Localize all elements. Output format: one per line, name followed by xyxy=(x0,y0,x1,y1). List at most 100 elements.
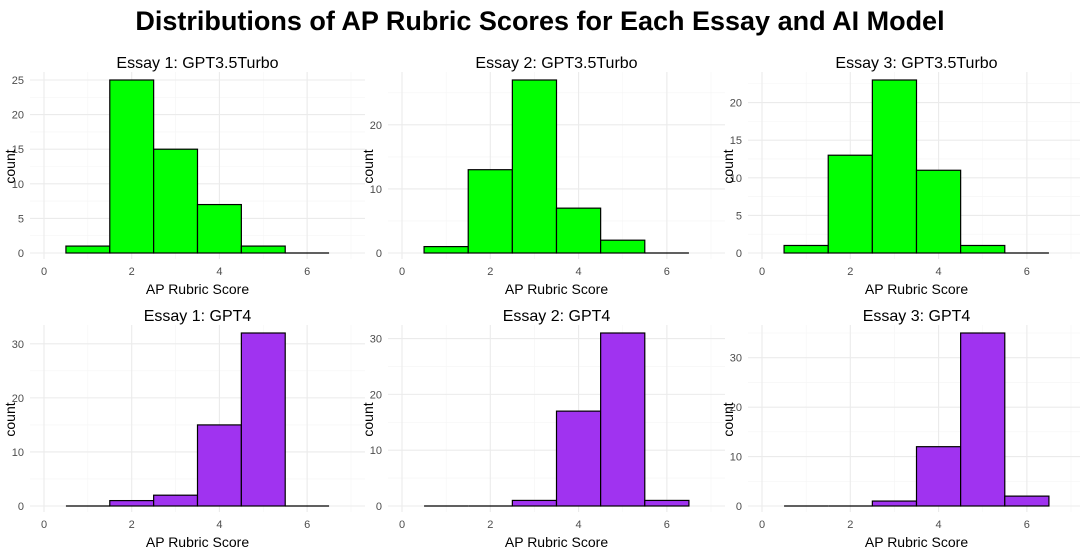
x-tick-label: 2 xyxy=(487,266,493,278)
y-tick-label: 0 xyxy=(18,501,24,513)
x-axis-title: AP Rubric Score xyxy=(146,534,249,550)
x-tick-label: 2 xyxy=(129,266,135,278)
histogram-bar xyxy=(153,148,199,254)
y-tick-label: 5 xyxy=(736,210,742,222)
histogram-bar xyxy=(511,79,558,254)
y-tick-label: 0 xyxy=(376,501,382,513)
histogram-bar xyxy=(827,154,873,254)
y-tick-label: 5 xyxy=(18,213,24,225)
x-axis-title: AP Rubric Score xyxy=(505,534,608,550)
y-tick-label: 10 xyxy=(12,179,24,191)
x-tick-label: 6 xyxy=(304,266,310,278)
y-tick-label: 30 xyxy=(12,339,24,351)
histogram-bar xyxy=(196,424,242,507)
panel-title: Essay 3: GPT3.5Turbo xyxy=(835,55,997,72)
panel: 0 2 4 6 0 10 20 30 Essay 3: GPT4 AP Rubric Score c… xyxy=(720,308,1080,550)
y-tick-label: 30 xyxy=(730,353,742,365)
histogram-bar xyxy=(871,500,918,507)
histogram-bar xyxy=(153,494,199,507)
x-tick-label: 0 xyxy=(41,266,47,278)
y-tick-label: 20 xyxy=(370,120,382,132)
x-tick-label: 6 xyxy=(664,266,670,278)
panel: 0 2 4 6 0 10 20 Essay 2: GPT3.5Turbo AP Rubric S… xyxy=(360,55,725,297)
histogram-bar xyxy=(644,499,690,507)
x-axis-title: AP Rubric Score xyxy=(146,281,249,297)
histogram-bar xyxy=(196,203,242,254)
x-tick-label: 4 xyxy=(216,266,222,278)
y-tick-label: 10 xyxy=(370,184,382,196)
histogram-bar xyxy=(109,79,155,254)
y-axis-title: count xyxy=(360,149,376,183)
x-tick-label: 4 xyxy=(576,266,582,278)
y-tick-label: 20 xyxy=(12,393,24,405)
y-tick-label: 10 xyxy=(370,445,382,457)
x-tick-label: 6 xyxy=(1024,266,1030,278)
panel-title: Essay 3: GPT4 xyxy=(863,308,971,325)
histogram-bar xyxy=(960,244,1006,254)
y-tick-label: 20 xyxy=(730,98,742,110)
histogram-bar xyxy=(600,332,646,507)
x-tick-label: 2 xyxy=(847,266,853,278)
y-tick-label: 0 xyxy=(736,248,742,260)
x-axis-title: AP Rubric Score xyxy=(865,534,968,550)
histogram-bar xyxy=(467,169,513,254)
x-tick-label: 4 xyxy=(576,519,582,531)
histogram-bar xyxy=(783,244,829,254)
y-axis-title: count xyxy=(360,402,376,436)
histogram-bar xyxy=(240,332,286,507)
x-tick-label: 0 xyxy=(399,266,405,278)
y-tick-label: 30 xyxy=(370,334,382,346)
panel: 0 2 4 6 0 5 10 15 20 25 Essay 1: GPT3.5Turbo AP Rub… xyxy=(2,55,365,297)
x-tick-label: 2 xyxy=(487,519,493,531)
x-tick-label: 2 xyxy=(129,519,135,531)
main-title: Distributions of AP Rubric Scores for Ea… xyxy=(135,6,945,36)
x-tick-label: 4 xyxy=(936,266,942,278)
histogram-bar xyxy=(511,499,558,507)
histogram-bar xyxy=(915,446,962,507)
panel-title: Essay 1: GPT4 xyxy=(144,308,252,325)
y-axis-title: count xyxy=(2,402,18,436)
histogram-bar xyxy=(423,245,469,254)
y-tick-label: 20 xyxy=(370,389,382,401)
x-tick-label: 2 xyxy=(847,519,853,531)
panel-title: Essay 2: GPT4 xyxy=(503,308,611,325)
y-tick-label: 25 xyxy=(12,75,24,87)
panel-title: Essay 2: GPT3.5Turbo xyxy=(475,55,637,72)
x-tick-label: 0 xyxy=(41,519,47,531)
y-tick-label: 10 xyxy=(730,452,742,464)
x-tick-label: 0 xyxy=(759,519,765,531)
histogram-bar xyxy=(960,332,1006,507)
x-tick-label: 4 xyxy=(936,519,942,531)
x-tick-label: 0 xyxy=(399,519,405,531)
y-tick-label: 20 xyxy=(730,402,742,414)
histogram-bar xyxy=(915,169,962,254)
y-tick-label: 15 xyxy=(12,144,24,156)
y-tick-label: 0 xyxy=(18,248,24,260)
histogram-bar xyxy=(555,207,602,254)
panel: 0 2 4 6 0 10 20 30 Essay 2: GPT4 AP Rubric Score c… xyxy=(360,308,725,550)
panel: 0 2 4 6 0 5 10 15 20 Essay 3: GPT3.5Turbo AP Rubri… xyxy=(720,55,1080,297)
y-tick-label: 10 xyxy=(12,447,24,459)
y-tick-label: 0 xyxy=(736,501,742,513)
histogram-bar xyxy=(600,239,646,254)
x-tick-label: 6 xyxy=(1024,519,1030,531)
histogram-bar xyxy=(65,245,111,254)
x-tick-label: 0 xyxy=(759,266,765,278)
y-axis-title: count xyxy=(2,149,18,183)
y-axis-title: count xyxy=(720,402,736,436)
panel: 0 2 4 6 0 10 20 30 Essay 1: GPT4 AP Rubric Score c… xyxy=(2,308,365,550)
x-axis-title: AP Rubric Score xyxy=(505,281,608,297)
x-axis-title: AP Rubric Score xyxy=(865,281,968,297)
x-tick-label: 6 xyxy=(664,519,670,531)
histogram-bar xyxy=(555,410,602,507)
y-tick-label: 20 xyxy=(12,110,24,122)
panel-title: Essay 1: GPT3.5Turbo xyxy=(116,55,278,72)
histogram-bar xyxy=(240,245,286,254)
x-tick-label: 6 xyxy=(304,519,310,531)
x-tick-label: 4 xyxy=(216,519,222,531)
histogram-bar xyxy=(871,79,918,254)
histogram-bar xyxy=(1004,495,1050,507)
y-tick-label: 15 xyxy=(730,135,742,147)
histogram-bar xyxy=(109,499,155,507)
